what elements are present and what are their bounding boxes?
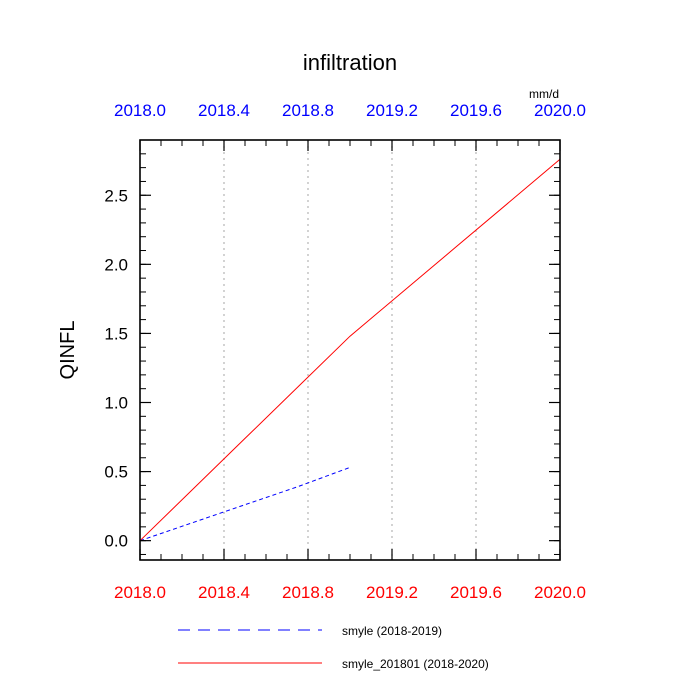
x-tick-label-bottom: 2019.6: [450, 583, 502, 602]
x-tick-label-bottom: 2020.0: [534, 583, 586, 602]
x-tick-label-bottom: 2019.2: [366, 583, 418, 602]
x-tick-label-top: 2018.8: [282, 101, 334, 120]
y-axis-label: QINFL: [57, 321, 79, 380]
units-label: mm/d: [529, 87, 559, 101]
tick-labels: 2018.0 2018.0 2018.4 2018.4 2018.8 2018.8 2019…: [104, 101, 586, 602]
y-tick-label: 1.5: [104, 324, 128, 343]
series-lines: [139, 158, 561, 542]
y-tick-label: 0.5: [104, 463, 128, 482]
legend-label-1: smyle (2018-2019): [342, 624, 442, 638]
legend-label-2: smyle_201801 (2018-2020): [342, 657, 489, 671]
legend: smyle (2018-2019) smyle_201801 (2018-2020…: [178, 624, 489, 671]
y-tick-label: 2.0: [104, 255, 128, 274]
x-tick-label-top: 2019.2: [366, 101, 418, 120]
x-tick-label-bottom: 2018.0: [114, 583, 166, 602]
y-tick-label: 1.0: [104, 394, 128, 413]
y-tick-label: 2.5: [104, 186, 128, 205]
x-tick-label-top: 2018.0: [114, 101, 166, 120]
grid-lines: [223, 140, 477, 560]
series-line-2: [139, 158, 561, 542]
axis-ticks: [139, 140, 561, 560]
chart-title: infiltration: [303, 50, 397, 75]
series-line-1: [139, 466, 351, 542]
x-tick-label-bottom: 2018.4: [198, 583, 250, 602]
x-tick-label-top: 2019.6: [450, 101, 502, 120]
plot-frame: [139, 139, 561, 561]
x-tick-label-bottom: 2018.8: [282, 583, 334, 602]
y-tick-label: 0.0: [104, 532, 128, 551]
x-tick-label-top: 2018.4: [198, 101, 250, 120]
x-tick-label-top: 2020.0: [534, 101, 586, 120]
